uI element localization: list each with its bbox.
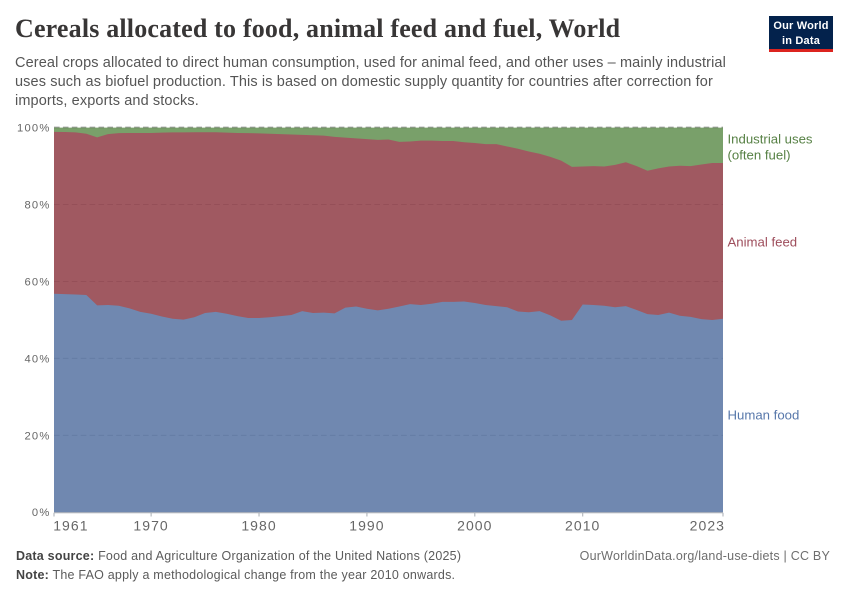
svg-text:60%: 60%: [24, 276, 50, 288]
svg-text:80%: 80%: [24, 199, 50, 211]
svg-text:1961: 1961: [53, 518, 88, 534]
svg-text:Human food: Human food: [728, 408, 800, 423]
svg-text:Industrial uses: Industrial uses: [728, 132, 813, 147]
svg-text:1990: 1990: [349, 518, 384, 534]
svg-text:40%: 40%: [24, 353, 50, 365]
svg-text:1970: 1970: [133, 518, 168, 534]
svg-text:100%: 100%: [17, 123, 51, 135]
svg-text:2000: 2000: [457, 518, 492, 534]
svg-text:2023: 2023: [690, 518, 725, 534]
svg-text:Animal feed: Animal feed: [728, 235, 798, 250]
svg-text:20%: 20%: [24, 430, 50, 442]
svg-text:(often fuel): (often fuel): [728, 148, 791, 163]
svg-text:0%: 0%: [32, 507, 51, 519]
svg-text:1980: 1980: [241, 518, 276, 534]
svg-text:2010: 2010: [565, 518, 600, 534]
